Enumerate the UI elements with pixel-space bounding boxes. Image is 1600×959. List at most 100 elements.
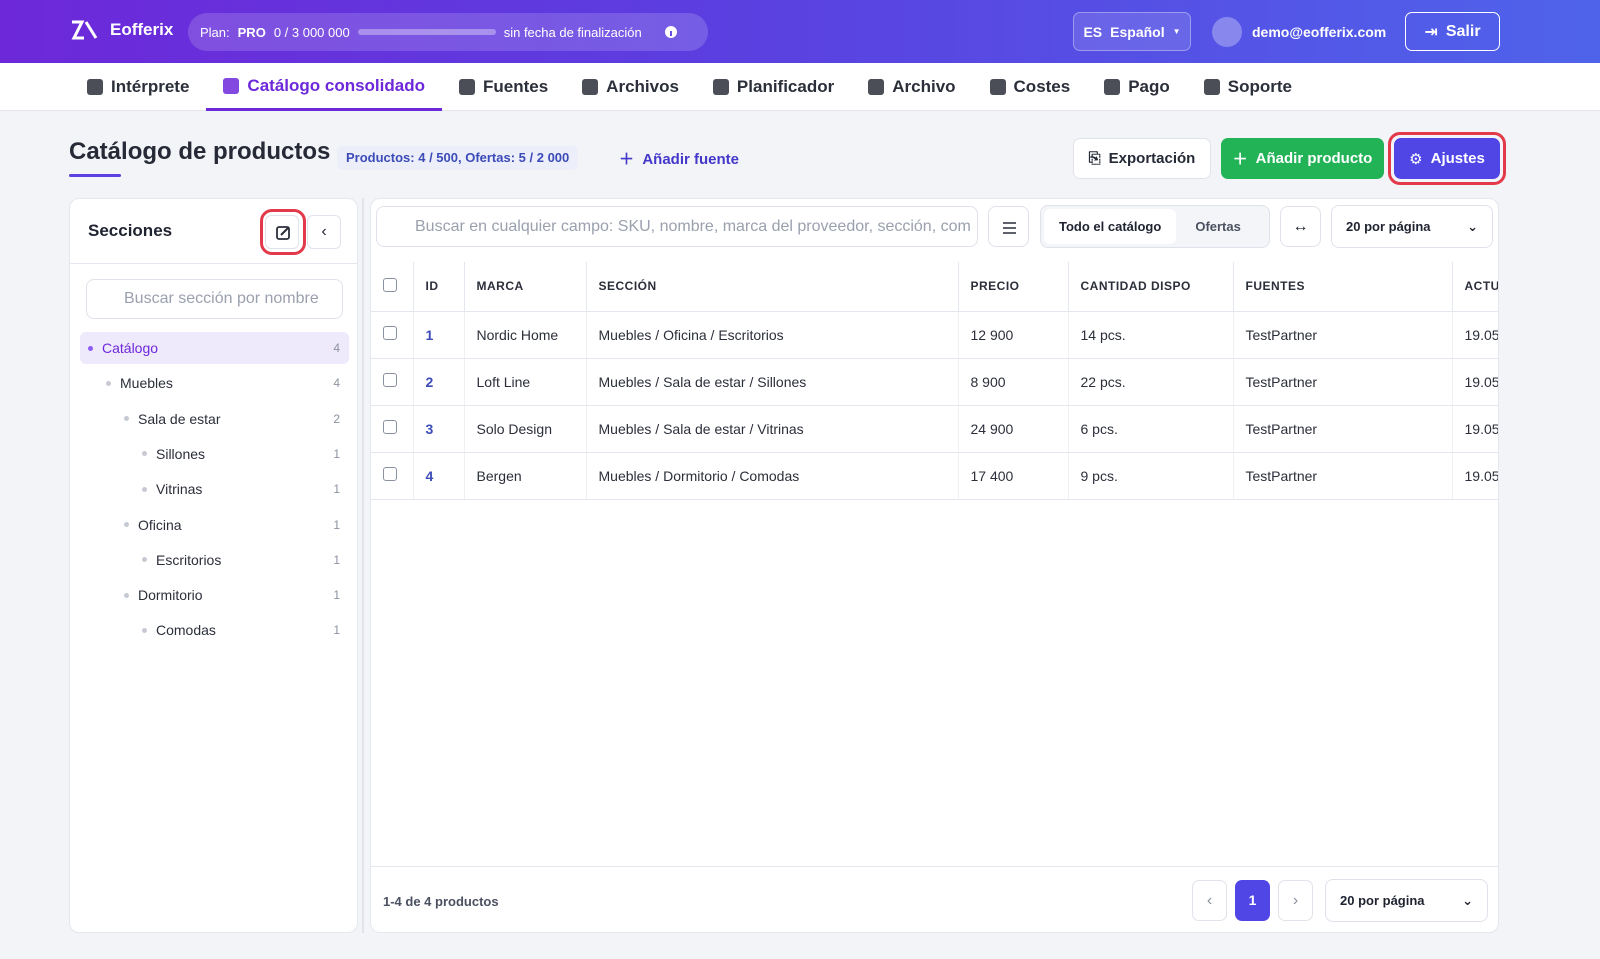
widen-button[interactable]: ↔ [1280,206,1321,247]
settings-button[interactable]: ⚙ Ajustes [1394,138,1500,179]
tree-item[interactable]: Oficina 1 [80,509,349,541]
tree-label: Sala de estar [138,410,221,427]
nav-item[interactable]: Pago [1087,63,1187,111]
nav-icon [989,79,1006,95]
product-id[interactable]: 1 [413,311,465,359]
tree-count: 1 [333,517,340,532]
avatar [1212,17,1242,47]
tree-item[interactable]: Escritorios 1 [80,544,349,576]
tree-dot [124,416,129,422]
nav-item[interactable]: Intérprete [70,63,206,111]
edit-sections-button[interactable] [265,215,299,249]
current-page[interactable]: 1 [1235,880,1270,921]
logo[interactable]: Eofferix [70,18,173,42]
nav-item[interactable]: Soporte [1187,63,1309,111]
tab[interactable]: Todo el catálogo [1044,209,1177,244]
plan-expiry: sin fecha de finalización [503,24,642,40]
add-source-link[interactable]: ＋ Añadir fuente [619,151,740,168]
column-header[interactable]: SECCIÓN [586,262,959,312]
prev-page[interactable]: ‹ [1192,880,1227,921]
filters-button[interactable] [988,206,1029,247]
tree-item[interactable]: Vitrinas 1 [80,473,349,505]
nav-icon [582,79,599,95]
table-body: 1 Nordic Home Muebles / Oficina / Escritor… [371,311,1498,500]
nav-item[interactable]: Archivo [851,63,972,111]
checkbox[interactable] [383,326,397,340]
nav-label: Costes [1013,77,1071,96]
tree-dot [142,486,147,492]
tree-item[interactable]: Comodas 1 [80,614,349,646]
next-page[interactable]: › [1278,880,1313,921]
table-footer: 1-4 de 4 productos ‹ 1 › 20 por página ⌄ [371,866,1498,932]
nav-item[interactable]: Archivos [565,63,696,111]
select-all-cell [371,262,414,312]
cell: 19.05 [1452,311,1498,359]
tree-item[interactable]: Muebles 4 [80,367,349,399]
tree-item[interactable]: Dormitorio 1 [80,579,349,611]
column-header[interactable]: CANTIDAD DISPO [1068,262,1234,312]
cell: 19.05 [1452,452,1498,500]
language-select[interactable]: ES Español ▼ [1073,12,1191,51]
settings-label: Ajustes [1430,150,1485,167]
tree-label: Dormitorio [138,587,203,604]
limits-badge: Productos: 4 / 500, Ofertas: 5 / 2 000 [337,146,579,170]
column-header[interactable]: MARCA [464,262,587,312]
cell: 19.05 [1452,405,1498,453]
checkbox[interactable] [383,373,397,387]
nav-item[interactable]: Fuentes [442,63,565,111]
cell: Loft Line [464,358,587,406]
tree-count: 4 [333,341,340,355]
logout-label: Salir [1445,22,1481,40]
checkbox[interactable] [383,467,397,481]
checkbox[interactable] [383,420,397,434]
per-page-select[interactable]: 20 por página ⌄ [1331,205,1493,248]
range-text: 1-4 de 4 productos [383,894,499,909]
column-header[interactable]: FUENTES [1233,262,1453,312]
product-id[interactable]: 3 [413,405,465,453]
column-header[interactable]: PRECIO [958,262,1069,312]
sections-header: Secciones ‹ [70,199,357,264]
tab[interactable]: Ofertas [1195,219,1241,234]
tree-label: Catálogo [102,340,159,356]
plan-label: Plan: [200,24,230,40]
section-search[interactable]: Buscar sección por nombre [86,279,343,319]
product-id[interactable]: 4 [413,452,465,500]
cell: TestPartner [1233,358,1453,406]
logout-button[interactable]: ⇥ Salir [1405,12,1500,51]
tree-count: 1 [333,588,340,603]
tree-label: Sillones [156,445,206,462]
top-bar: Eofferix Plan: PRO 0 / 3 000 000 sin fecha … [0,0,1600,63]
cell: TestPartner [1233,311,1453,359]
title-underline [69,174,121,177]
tree-label: Vitrinas [156,481,203,498]
plan-pill: Plan: PRO 0 / 3 000 000 sin fecha de finali… [188,13,708,51]
tree-item[interactable]: Catálogo 4 [80,332,349,364]
info-icon[interactable] [664,25,678,39]
column-header[interactable]: ID [413,262,465,312]
product-row: 1 Nordic Home Muebles / Oficina / Escritor… [371,311,1498,359]
nav-item[interactable]: Planificador [696,63,851,111]
user-menu[interactable]: demo@eofferix.com [1212,17,1386,47]
nav-label: Planificador [736,77,835,96]
product-id[interactable]: 2 [413,358,465,406]
cell: 24 900 [958,405,1069,453]
tree-item[interactable]: Sala de estar 2 [80,403,349,435]
tree-item[interactable]: Sillones 1 [80,438,349,470]
column-header[interactable]: ACTU [1452,262,1498,312]
export-button[interactable]: ⎘ Exportación [1073,138,1211,179]
checkbox[interactable] [383,277,397,292]
lang-code: ES [1083,23,1103,40]
nav-item[interactable]: Costes [973,63,1088,111]
per-page-select[interactable]: 20 por página ⌄ [1325,879,1488,922]
global-search-placeholder: Buscar en cualquier campo: SKU, nombre, … [415,218,971,235]
cell: Nordic Home [464,311,587,359]
resize-handle[interactable] [362,198,364,933]
filters-icon [1003,222,1016,234]
lang-name: Español [1110,23,1165,40]
user-email: demo@eofferix.com [1252,24,1387,40]
nav-item[interactable]: Catálogo consolidado [206,63,442,111]
global-search[interactable]: Buscar en cualquier campo: SKU, nombre, … [376,206,978,247]
add-product-button[interactable]: ＋ Añadir producto [1221,138,1384,179]
select-cell [371,311,414,359]
collapse-button[interactable]: ‹ [307,215,341,249]
